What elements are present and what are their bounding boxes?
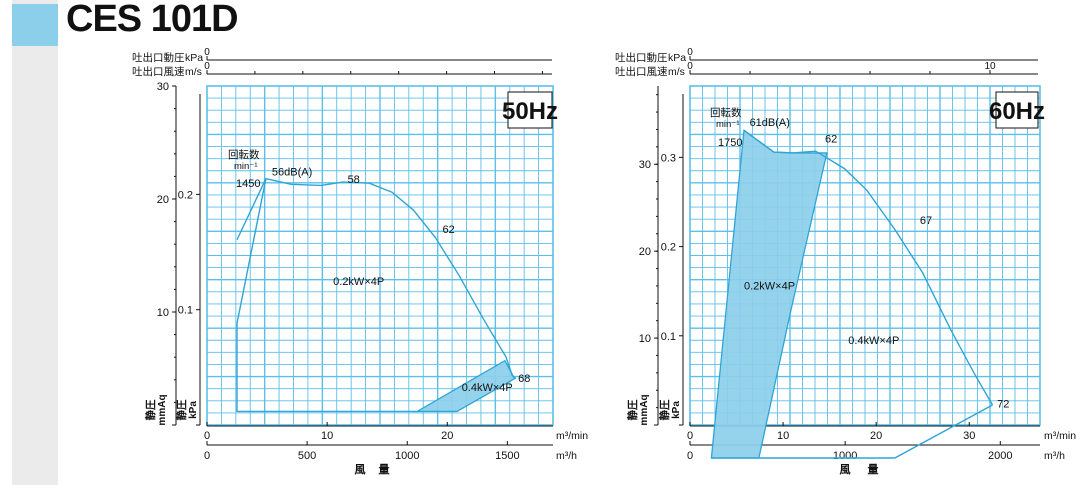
rpm-label: 回転数 — [228, 148, 260, 161]
x-tick-label-m3min: 0 — [687, 430, 693, 442]
x-tick-label-m3h: 2000 — [988, 450, 1012, 462]
y-axis-unit: kPa — [671, 401, 682, 419]
rpm-value: 1450 — [236, 178, 260, 190]
plot-grid — [206, 85, 554, 426]
performance-curve — [711, 404, 993, 459]
y-tick-label-kpa: 0.1 — [661, 331, 676, 343]
performance-curve — [743, 129, 994, 406]
top-scale-unit: m/s — [185, 66, 202, 78]
performance-curve — [236, 178, 418, 413]
rpm-value: 1750 — [718, 137, 742, 149]
curve-annotation: 58 — [348, 174, 360, 186]
y-axis-title-mmaq: 静圧 mmAq — [626, 394, 650, 425]
top-scale-tick-label: 0 — [204, 47, 210, 58]
y-tick-label-kpa: 0.2 — [178, 189, 193, 201]
left-margin-band — [12, 0, 58, 485]
x-tick-label-m3h: 1000 — [395, 450, 419, 462]
x-tick-label-m3h: 1500 — [495, 450, 519, 462]
rpm-unit: min⁻¹ — [234, 161, 258, 172]
x-axis-title-char: 風 — [355, 463, 366, 476]
x-tick-label-m3min: 0 — [204, 430, 210, 442]
curve-annotation: 68 — [518, 373, 530, 385]
y-axis-title-kpa: 静圧 kPa — [658, 399, 682, 420]
y-tick-label-mmaq: 10 — [639, 333, 651, 345]
x-axis-title-char: 量 — [379, 463, 390, 476]
frequency-box — [995, 91, 1039, 129]
y-axis-label: 静圧 — [175, 399, 188, 420]
curve-annotation: 62 — [442, 224, 454, 236]
curve-annotation: 56dB(A) — [272, 166, 312, 178]
y-tick-label-mmaq: 30 — [639, 159, 651, 171]
top-scale-tick-label: 10 — [984, 61, 996, 72]
x-tick-label-m3h: 0 — [687, 450, 693, 462]
top-scale-label: 吐出口動圧 — [615, 51, 668, 64]
y-tick-label-kpa: 0.2 — [661, 242, 676, 254]
top-scale-unit: m/s — [668, 66, 685, 78]
top-scale-label: 吐出口風速 — [615, 65, 668, 78]
y-axis-label: 静圧 — [658, 399, 671, 420]
x-axis-title-char: 量 — [868, 463, 879, 476]
x-axis-unit-m3min: m³/min — [1044, 430, 1076, 442]
chart-title: 60Hz — [989, 98, 1045, 125]
x-tick-label-m3min: 30 — [963, 430, 975, 442]
x-axis-unit-m3min: m³/min — [556, 430, 588, 442]
y-tick-label-kpa: 0.3 — [661, 152, 676, 164]
y-tick-label-kpa: 0.1 — [178, 305, 193, 317]
y-axis-unit: kPa — [188, 401, 199, 419]
rpm-label: 回転数 — [710, 106, 742, 119]
top-scale-label: 吐出口風速 — [132, 65, 185, 78]
curve-annotation: 67 — [920, 215, 932, 227]
x-tick-label-m3min: 10 — [321, 430, 333, 442]
curve-annotation: 62 — [825, 134, 837, 146]
y-axis-label: 静圧 — [144, 399, 157, 420]
performance-curve — [236, 177, 517, 380]
x-tick-label-m3h: 1000 — [833, 450, 857, 462]
y-axis-title-mmaq: 静圧 mmAq — [144, 394, 168, 425]
y-axis-unit: mmAq — [639, 394, 650, 425]
y-tick-label-mmaq: 20 — [157, 194, 169, 206]
x-tick-label-m3h: 500 — [298, 450, 316, 462]
top-scale-label: 吐出口動圧 — [132, 51, 185, 64]
curve-annotation: 0.2kW×4P — [333, 276, 384, 288]
x-tick-label-m3min: 10 — [777, 430, 789, 442]
y-tick-label-mmaq: 20 — [639, 246, 651, 258]
curve-annotation: 0.4kW×4P — [462, 382, 513, 394]
y-axis-unit: mmAq — [157, 394, 168, 425]
title-accent-box — [12, 4, 58, 46]
x-axis-title-char: 風 — [840, 463, 851, 476]
y-axis-label: 静圧 — [626, 399, 639, 420]
frequency-box — [507, 91, 553, 129]
curve-annotation: 0.2kW×4P — [744, 280, 795, 292]
x-tick-label-m3min: 20 — [441, 430, 453, 442]
top-scale-unit: kPa — [668, 52, 686, 64]
top-scale-tick-label: 0 — [687, 47, 693, 58]
curve-annotation: 0.4kW×4P — [848, 335, 899, 347]
y-tick-label-mmaq: 10 — [157, 307, 169, 319]
x-axis-unit-m3h: m³/h — [556, 450, 577, 462]
curve-annotation: 72 — [997, 399, 1009, 411]
chart-title: 50Hz — [502, 98, 558, 125]
x-axis-unit-m3h: m³/h — [1044, 450, 1065, 462]
top-scale-tick-label: 0 — [204, 61, 210, 72]
top-scale-tick-label: 0 — [687, 61, 693, 72]
top-scale-unit: kPa — [185, 52, 203, 64]
curve-annotation: 61dB(A) — [750, 117, 790, 129]
motor-region — [710, 129, 828, 459]
page-title: CES 101D — [66, 0, 239, 40]
x-tick-label-m3h: 0 — [204, 450, 210, 462]
rpm-unit: min⁻¹ — [716, 119, 740, 130]
x-tick-label-m3min: 20 — [870, 430, 882, 442]
motor-region — [414, 359, 516, 413]
y-axis-title-kpa: 静圧 kPa — [175, 399, 199, 420]
y-tick-label-mmaq: 30 — [157, 81, 169, 93]
